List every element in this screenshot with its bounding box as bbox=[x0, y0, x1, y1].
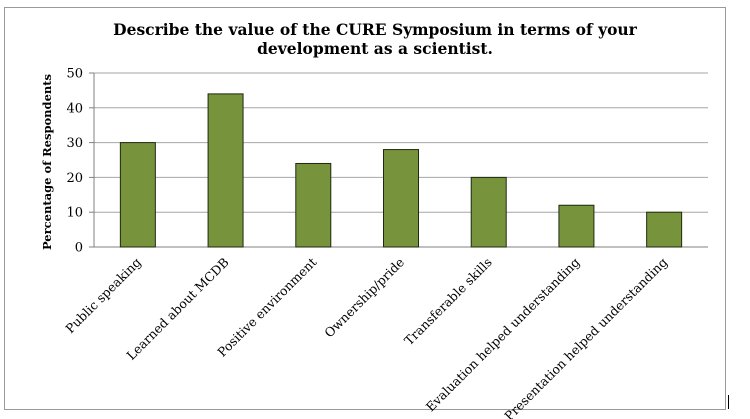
y-tick-label: 10 bbox=[66, 206, 83, 221]
x-category-label: Presentation helped understanding bbox=[501, 255, 670, 419]
bar bbox=[295, 162, 332, 248]
y-tick-label: 30 bbox=[66, 136, 83, 151]
gridlines bbox=[94, 72, 708, 213]
bars bbox=[119, 93, 683, 248]
bar bbox=[207, 93, 244, 248]
y-tick-label: 40 bbox=[66, 101, 83, 116]
x-category-label: Evaluation helped understanding bbox=[423, 255, 583, 415]
bar bbox=[470, 176, 507, 248]
bar bbox=[119, 142, 156, 248]
chart-title-line-1: Describe the value of the CURE Symposium… bbox=[113, 20, 637, 39]
x-category-label: Public speaking bbox=[62, 255, 144, 337]
bar bbox=[558, 204, 595, 248]
y-tick-label: 50 bbox=[66, 67, 83, 82]
right-edge-mark bbox=[728, 395, 729, 409]
bar bbox=[383, 149, 419, 248]
chart-title: Describe the value of the CURE Symposium… bbox=[0, 20, 750, 58]
y-tick-labels: 0 10 20 30 40 50 bbox=[66, 67, 83, 256]
bar bbox=[646, 211, 683, 248]
x-category-label: Positive environment bbox=[214, 255, 319, 360]
x-category-label: Transferable skills bbox=[401, 255, 495, 349]
chart-title-line-2: development as a scientist. bbox=[257, 39, 493, 58]
y-tick-label: 0 bbox=[75, 241, 83, 256]
y-axis-title: Percentage of Respondents bbox=[40, 74, 54, 250]
x-category-label: Ownership/pride bbox=[321, 255, 407, 341]
y-tick-label: 20 bbox=[66, 171, 83, 186]
